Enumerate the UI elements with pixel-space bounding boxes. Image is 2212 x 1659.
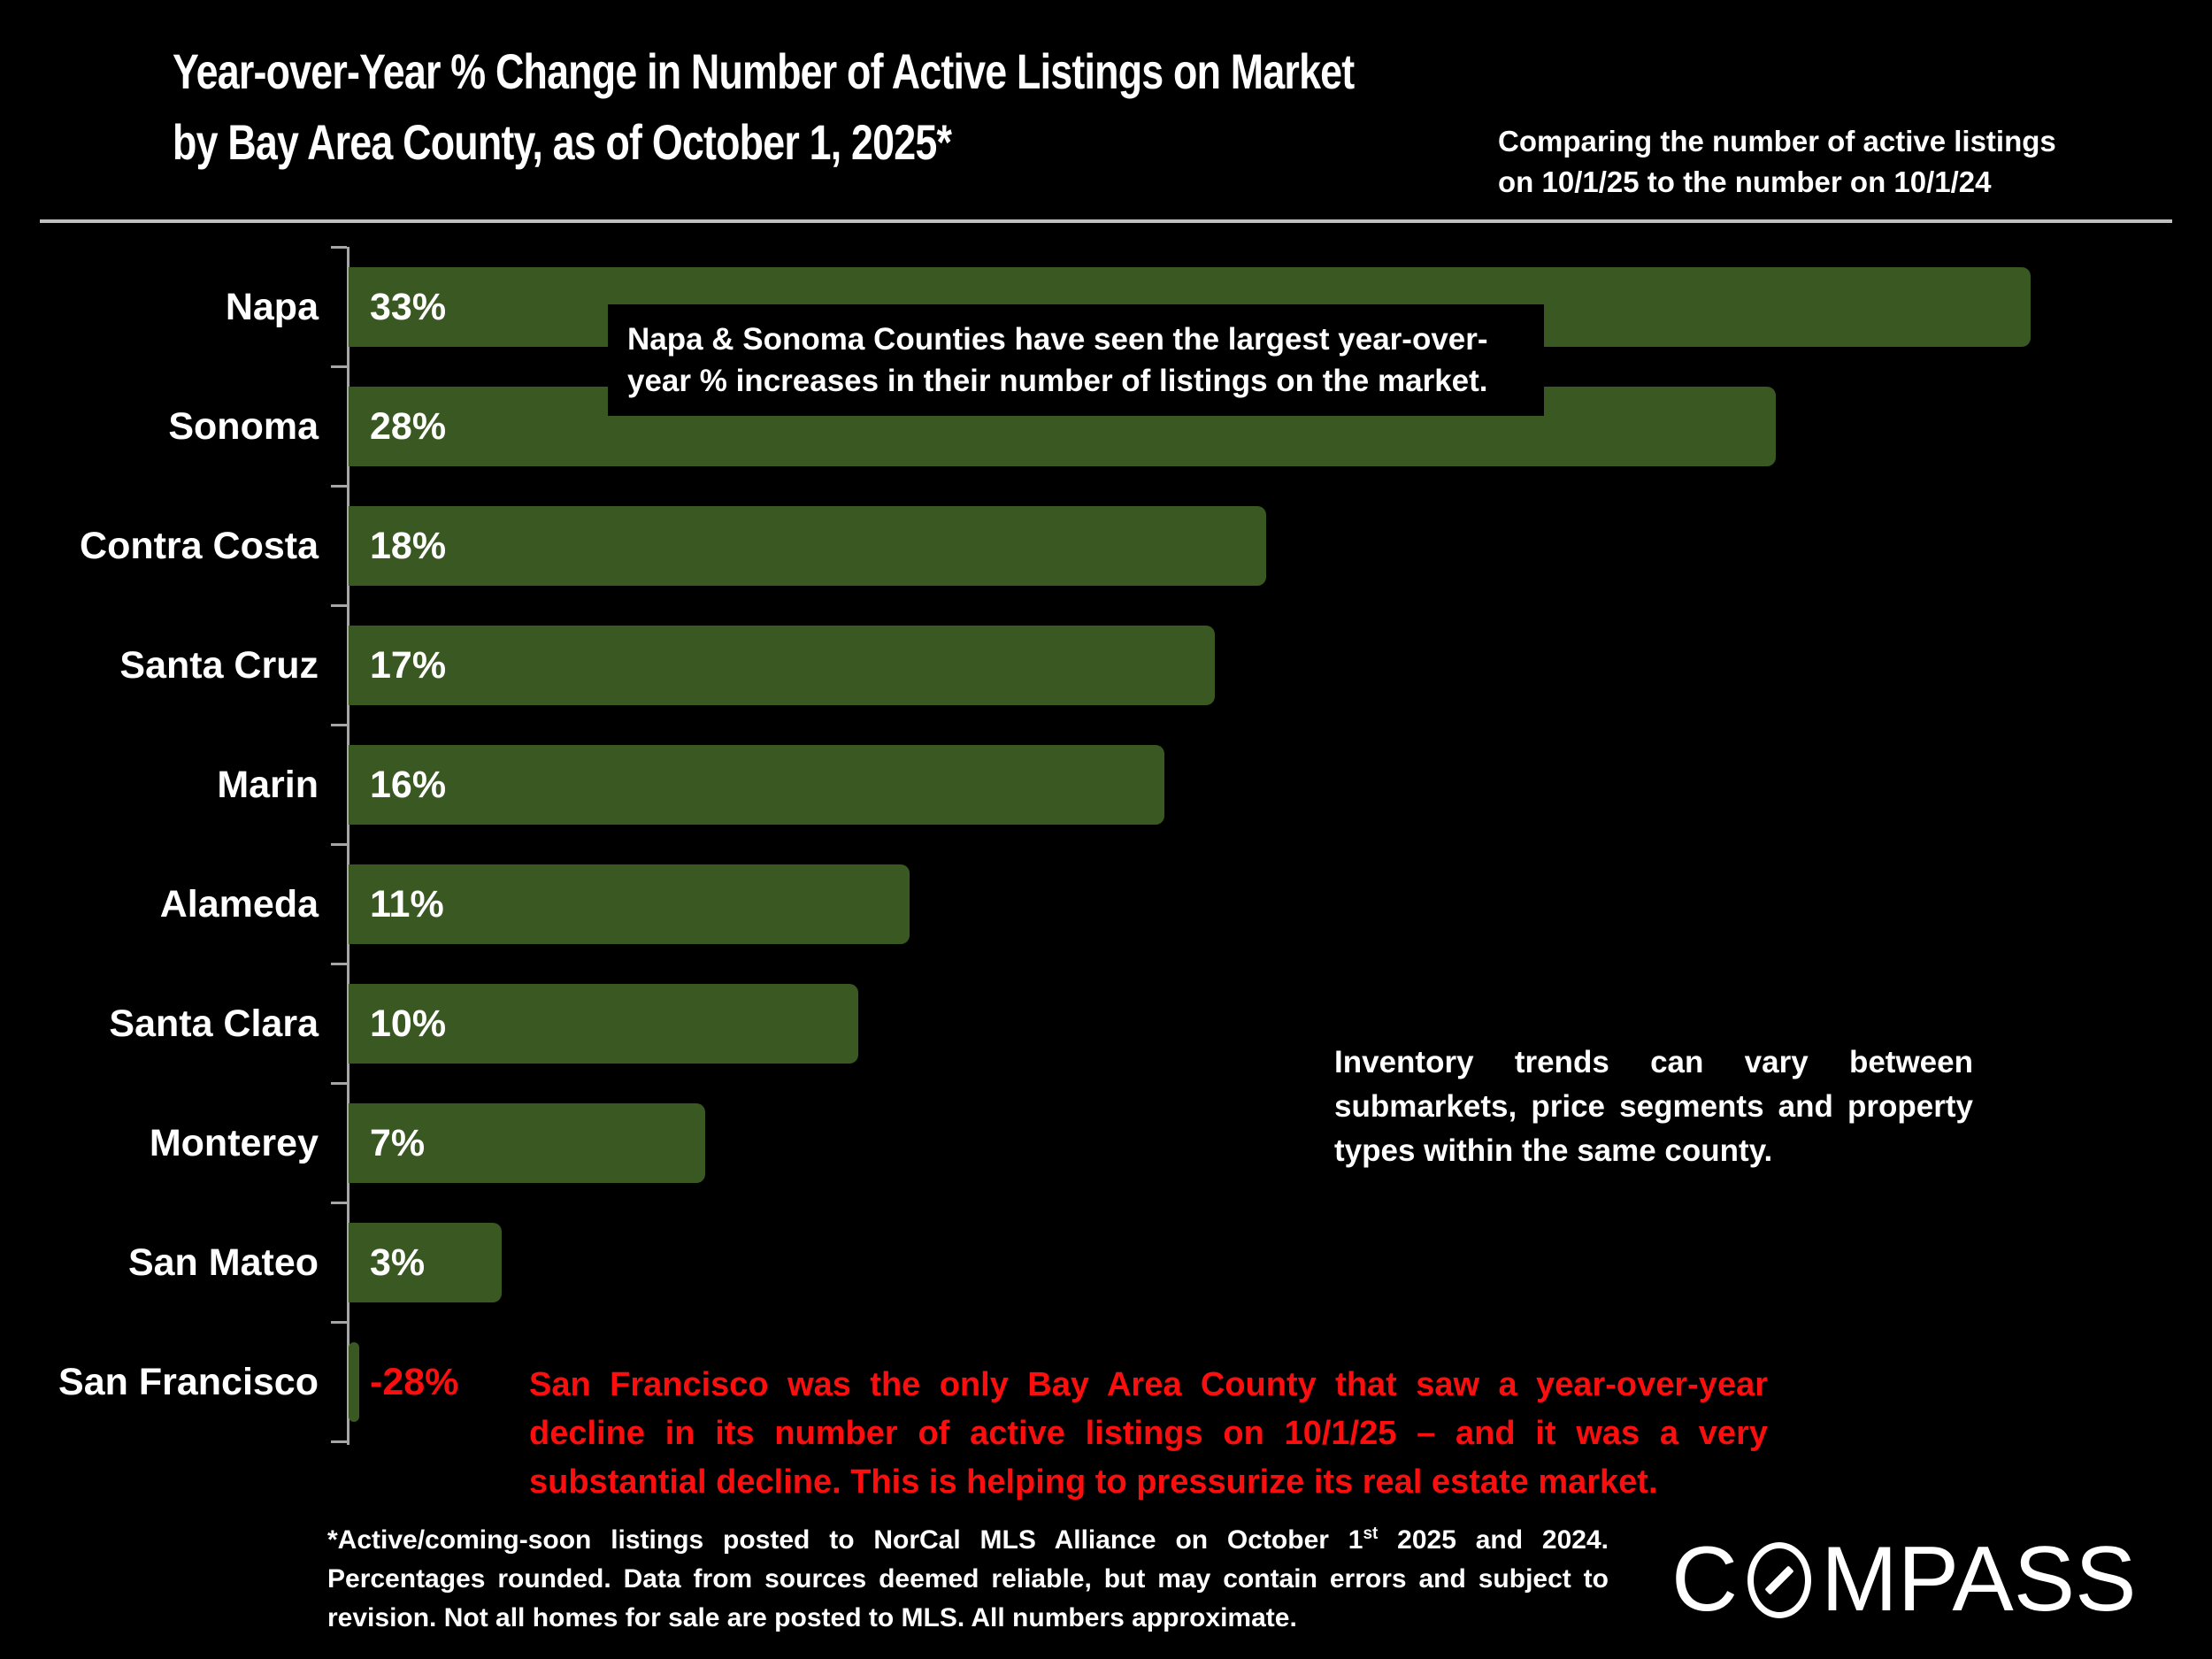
axis-tick (331, 1321, 347, 1324)
footnote-part2: 2025 and 2024. Percentages rounded. Data… (327, 1525, 1609, 1632)
footnote-part1: *Active/coming-soon listings posted to N… (327, 1525, 1363, 1555)
page-title: Year-over-Year % Change in Number of Act… (173, 43, 1355, 99)
compass-o-icon (1747, 1541, 1812, 1618)
top-annotation-box: Napa & Sonoma Counties have seen the lar… (608, 304, 1544, 416)
value-label: 10% (370, 1002, 447, 1045)
county-label: Alameda (159, 882, 319, 926)
axis-tick (331, 1440, 347, 1443)
value-label: 17% (370, 643, 447, 687)
county-label: Contra Costa (80, 524, 319, 567)
bar-row: San Mateo 3% (0, 1203, 2212, 1323)
comparison-note-line2: on 10/1/25 to the number on 10/1/24 (1498, 165, 1992, 198)
bar (349, 625, 1215, 705)
county-label: Sonoma (168, 404, 319, 448)
bar-row: Santa Cruz 17% (0, 606, 2212, 726)
bar-row: Contra Costa 18% (0, 487, 2212, 606)
county-label: Napa (225, 285, 319, 328)
bar (349, 1102, 705, 1183)
footnote-superscript: st (1363, 1525, 1379, 1543)
bar-row: Alameda 11% (0, 845, 2212, 964)
axis-tick (331, 604, 347, 607)
chart-y-axis (347, 247, 349, 1445)
value-label: 11% (370, 882, 444, 926)
footnote: *Active/coming-soon listings posted to N… (327, 1515, 1609, 1638)
inventory-annotation: Inventory trends can vary between submar… (1334, 1045, 1973, 1168)
bar-row: Marin 16% (0, 726, 2212, 845)
compass-needle-icon (1764, 1564, 1794, 1595)
axis-tick (331, 485, 347, 488)
compass-logo: C MPASS (1671, 1528, 2137, 1631)
value-label: 33% (370, 285, 447, 328)
bar (349, 505, 1266, 586)
logo-letter: C (1671, 1528, 1739, 1631)
comparison-note-line1: Comparing the number of active listings (1498, 125, 2056, 157)
county-label: Santa Cruz (119, 643, 319, 687)
sf-annotation: San Francisco was the only Bay Area Coun… (529, 1366, 1768, 1501)
value-label: 16% (370, 763, 447, 806)
axis-tick (331, 246, 347, 249)
value-label: 28% (370, 404, 447, 448)
county-label: San Francisco (58, 1360, 319, 1403)
county-label: Marin (217, 763, 319, 806)
value-label: 18% (370, 524, 447, 567)
axis-tick (331, 1082, 347, 1085)
bar (349, 983, 858, 1064)
logo-letters: MPASS (1821, 1528, 2137, 1631)
bar (349, 1341, 359, 1422)
axis-tick (331, 365, 347, 368)
county-label: Santa Clara (109, 1002, 319, 1045)
value-label: 3% (370, 1240, 426, 1284)
bar (349, 744, 1164, 825)
county-label: San Mateo (127, 1240, 319, 1284)
bar (349, 864, 910, 944)
bar (349, 1222, 502, 1302)
axis-tick (331, 1202, 347, 1204)
header-divider (40, 219, 2172, 223)
bar-row: Santa Clara 10% (0, 964, 2212, 1084)
value-label: 7% (370, 1121, 426, 1164)
axis-tick (331, 843, 347, 846)
bar-row: Monterey 7% (0, 1084, 2212, 1203)
value-label: -28% (370, 1360, 459, 1403)
axis-tick (331, 963, 347, 965)
axis-tick (331, 724, 347, 726)
page-subtitle: by Bay Area County, as of October 1, 202… (173, 114, 952, 170)
county-label: Monterey (149, 1121, 319, 1164)
comparison-note: Comparing the number of active listings … (1498, 121, 2170, 203)
bar-row: San Francisco -28% (0, 1323, 2212, 1442)
